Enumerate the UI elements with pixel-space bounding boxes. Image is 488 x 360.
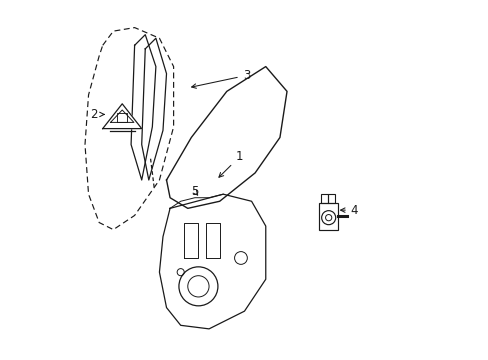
- Polygon shape: [102, 104, 142, 129]
- Polygon shape: [159, 194, 265, 329]
- Text: 1: 1: [219, 150, 243, 177]
- Bar: [318, 203, 338, 230]
- Text: 3: 3: [191, 69, 249, 88]
- Polygon shape: [166, 67, 286, 208]
- Bar: [327, 194, 334, 203]
- Text: 5: 5: [191, 185, 198, 198]
- Bar: [320, 194, 327, 203]
- Text: 2: 2: [90, 108, 104, 121]
- Text: 4: 4: [340, 204, 358, 217]
